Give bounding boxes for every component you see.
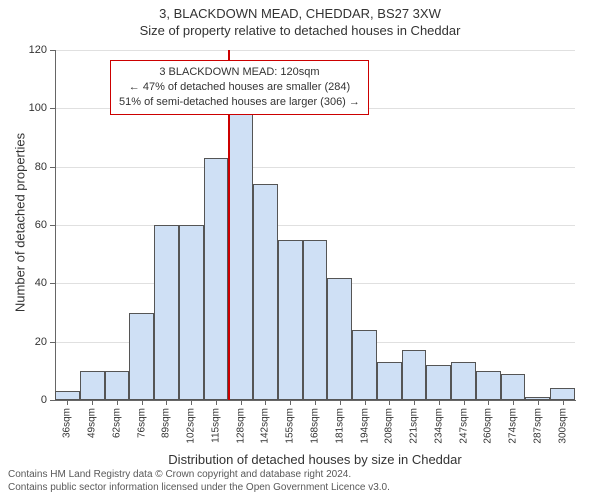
copyright-line-1: Contains HM Land Registry data © Crown c… [8, 468, 390, 481]
legend-line-2: ← 47% of detached houses are smaller (28… [119, 80, 360, 95]
ytick-label: 40 [17, 277, 47, 289]
xtick-label: 300sqm [557, 408, 568, 444]
xtick-label: 142sqm [260, 408, 271, 444]
ytick-label: 100 [17, 102, 47, 114]
bar [352, 330, 377, 400]
legend-box: 3 BLACKDOWN MEAD: 120sqm ← 47% of detach… [110, 60, 369, 115]
xtick-label: 49sqm [87, 408, 98, 438]
bar [253, 184, 278, 400]
xtick-label: 36sqm [62, 408, 73, 438]
xtick-mark [488, 400, 489, 405]
xtick-mark [340, 400, 341, 405]
bar [501, 374, 526, 400]
xtick-label: 287sqm [532, 408, 543, 444]
xtick-label: 155sqm [285, 408, 296, 444]
ytick-label: 0 [17, 394, 47, 406]
xtick-label: 247sqm [458, 408, 469, 444]
bar [80, 371, 105, 400]
xtick-mark [513, 400, 514, 405]
ytick-mark [50, 400, 55, 401]
xtick-label: 208sqm [384, 408, 395, 444]
xtick-label: 89sqm [161, 408, 172, 438]
xtick-mark [538, 400, 539, 405]
bar [550, 388, 575, 400]
bar [476, 371, 501, 400]
xtick-mark [464, 400, 465, 405]
ytick-mark [50, 342, 55, 343]
ytick-mark [50, 283, 55, 284]
xtick-mark [414, 400, 415, 405]
xtick-mark [92, 400, 93, 405]
ytick-mark [50, 167, 55, 168]
xtick-label: 168sqm [310, 408, 321, 444]
bar [377, 362, 402, 400]
ytick-label: 20 [17, 336, 47, 348]
chart-subtitle: Size of property relative to detached ho… [0, 21, 600, 38]
xtick-label: 62sqm [111, 408, 122, 438]
xtick-label: 128sqm [235, 408, 246, 444]
xtick-mark [142, 400, 143, 405]
xtick-label: 234sqm [433, 408, 444, 444]
xtick-mark [315, 400, 316, 405]
xtick-mark [191, 400, 192, 405]
ytick-label: 60 [17, 219, 47, 231]
xtick-mark [439, 400, 440, 405]
xtick-label: 102sqm [186, 408, 197, 444]
xtick-mark [290, 400, 291, 405]
bar [105, 371, 130, 400]
bar [129, 313, 154, 401]
bar [327, 278, 352, 401]
ytick-mark [50, 108, 55, 109]
bar [451, 362, 476, 400]
bar [228, 114, 253, 400]
xtick-label: 115sqm [210, 408, 221, 443]
xtick-mark [389, 400, 390, 405]
xtick-mark [216, 400, 217, 405]
plot-area: 020406080100120 36sqm49sqm62sqm76sqm89sq… [55, 50, 575, 400]
copyright-line-2: Contains public sector information licen… [8, 481, 390, 494]
xtick-mark [67, 400, 68, 405]
bar [154, 225, 179, 400]
xtick-label: 221sqm [409, 408, 420, 444]
ytick-label: 80 [17, 161, 47, 173]
bar [278, 240, 303, 400]
xtick-mark [166, 400, 167, 405]
bar [55, 391, 80, 400]
legend-line-1: 3 BLACKDOWN MEAD: 120sqm [119, 65, 360, 80]
copyright: Contains HM Land Registry data © Crown c… [8, 468, 390, 494]
xtick-mark [365, 400, 366, 405]
xtick-mark [265, 400, 266, 405]
ytick-mark [50, 225, 55, 226]
ytick-label: 120 [17, 44, 47, 56]
xtick-label: 194sqm [359, 408, 370, 444]
ytick-mark [50, 50, 55, 51]
xtick-mark [117, 400, 118, 405]
bar [303, 240, 328, 400]
legend-line-3: 51% of semi-detached houses are larger (… [119, 95, 360, 110]
bar [426, 365, 451, 400]
chart-title: 3, BLACKDOWN MEAD, CHEDDAR, BS27 3XW [0, 0, 600, 21]
x-axis-label: Distribution of detached houses by size … [55, 452, 575, 467]
xtick-label: 76sqm [136, 408, 147, 438]
xtick-label: 274sqm [508, 408, 519, 444]
bar [179, 225, 204, 400]
bar [402, 350, 427, 400]
xtick-mark [241, 400, 242, 405]
xtick-label: 181sqm [334, 408, 345, 444]
xtick-label: 260sqm [483, 408, 494, 444]
bar [204, 158, 229, 400]
xtick-mark [563, 400, 564, 405]
